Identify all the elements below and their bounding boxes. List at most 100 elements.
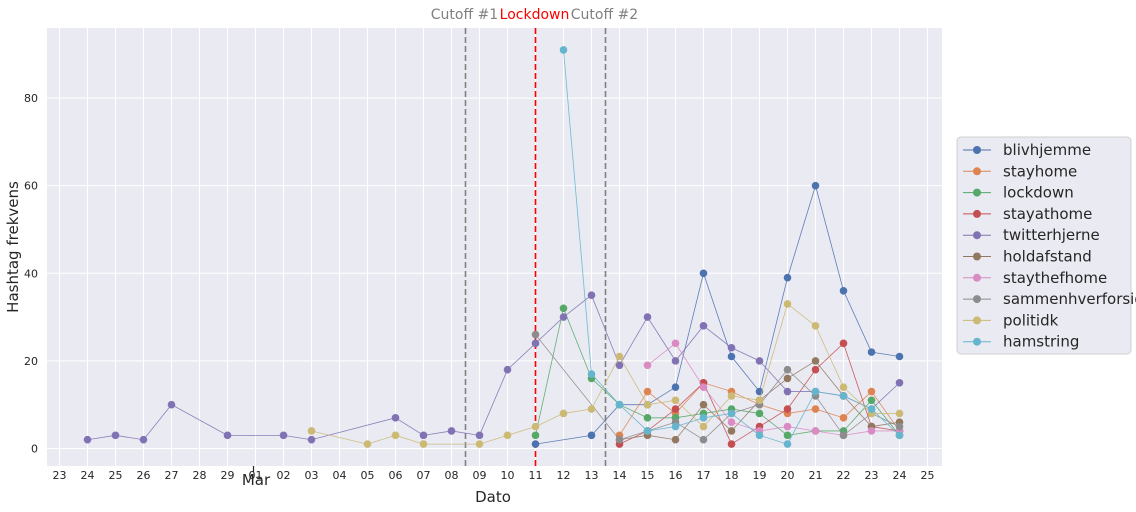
reference-lines: Cutoff #1 Lockdown Cutoff #2 <box>431 7 638 466</box>
y-axis-ticks: 0 20 40 60 80 <box>24 92 38 455</box>
series-line <box>311 303 900 445</box>
legend-label: hamstring <box>1003 333 1079 351</box>
data-point <box>811 322 820 330</box>
x-tick-label: 15 <box>641 469 655 482</box>
series-politidk <box>307 300 904 448</box>
legend-marker <box>973 295 981 304</box>
data-point <box>587 405 596 413</box>
x-tick-label: 02 <box>277 469 291 482</box>
x-tick-label: 04 <box>333 469 347 482</box>
x-axis-ticks: 23 24 25 26 27 28 29 01 02 03 04 05 06 07 08 09 10 11 12 13… <box>53 466 935 482</box>
data-point <box>699 400 708 409</box>
legend-marker <box>973 337 981 346</box>
data-point <box>699 422 708 431</box>
data-point <box>755 357 764 365</box>
x-tick-label: 23 <box>865 469 879 482</box>
data-point <box>671 422 680 431</box>
data-point <box>307 435 316 444</box>
data-point <box>643 414 652 422</box>
data-point <box>615 400 624 409</box>
data-point <box>867 427 876 435</box>
data-point <box>839 339 848 348</box>
data-point <box>699 414 708 422</box>
data-point <box>867 387 876 396</box>
x-tick-label: 24 <box>81 469 95 482</box>
data-point <box>867 405 876 413</box>
reference-line-label: Cutoff #1 <box>431 7 498 23</box>
x-tick-label: 16 <box>669 469 683 482</box>
data-point <box>419 440 428 448</box>
legend-label: stayhome <box>1003 162 1077 180</box>
data-point <box>783 387 792 396</box>
series-line <box>535 334 900 441</box>
x-tick-label: 01 <box>249 469 263 482</box>
data-point <box>475 431 484 440</box>
data-point <box>811 357 820 365</box>
data-point <box>531 330 540 339</box>
data-point <box>811 387 820 396</box>
x-tick-label: 14 <box>613 469 627 482</box>
data-point <box>699 269 708 278</box>
data-point <box>867 348 876 356</box>
data-point <box>783 300 792 308</box>
x-tick-label: 03 <box>305 469 319 482</box>
legend-marker <box>973 188 981 197</box>
legend-label: holdafstand <box>1003 248 1092 266</box>
data-point <box>895 378 904 387</box>
x-tick-label: 07 <box>417 469 431 482</box>
data-point <box>503 365 512 374</box>
grid-lines <box>47 28 942 466</box>
data-point <box>391 414 400 422</box>
x-tick-label: 17 <box>697 469 711 482</box>
data-point <box>531 422 540 431</box>
data-point <box>671 405 680 413</box>
legend-label: blivhjemme <box>1003 141 1091 159</box>
series-twitterhjerne <box>83 291 904 444</box>
data-point <box>727 418 736 427</box>
data-point <box>615 435 624 444</box>
data-point <box>895 422 904 431</box>
x-tick-label: 12 <box>557 469 571 482</box>
legend: blivhjemme stayhome lockdown stayathome twit… <box>956 136 1136 355</box>
y-tick-label: 80 <box>24 92 38 105</box>
data-point <box>447 427 456 435</box>
data-point <box>531 431 540 440</box>
data-point <box>671 357 680 365</box>
x-axis-title: Dato <box>475 488 511 506</box>
x-tick-label: 25 <box>109 469 123 482</box>
data-point <box>615 352 624 361</box>
data-point <box>755 431 764 440</box>
data-point <box>895 409 904 418</box>
data-point <box>895 352 904 361</box>
data-point <box>643 400 652 409</box>
data-point <box>503 431 512 440</box>
plot-background <box>47 28 942 466</box>
data-point <box>839 392 848 400</box>
data-point <box>587 431 596 440</box>
x-tick-label: 28 <box>193 469 207 482</box>
legend-marker <box>973 231 981 240</box>
data-point <box>839 383 848 391</box>
x-tick-label: 19 <box>753 469 767 482</box>
data-point <box>559 46 568 54</box>
legend-box <box>956 136 1132 355</box>
y-tick-label: 40 <box>24 267 38 280</box>
data-point <box>307 427 316 435</box>
data-point <box>727 409 736 418</box>
data-point <box>811 365 820 374</box>
x-tick-label: 24 <box>893 469 907 482</box>
data-point <box>279 431 288 440</box>
data-point <box>811 427 820 435</box>
data-point <box>727 440 736 448</box>
data-point <box>83 435 92 444</box>
data-point <box>783 273 792 282</box>
legend-label: politidk <box>1003 311 1059 329</box>
x-tick-label: 18 <box>725 469 739 482</box>
y-tick-label: 20 <box>24 355 38 368</box>
legend-label: stayathome <box>1003 205 1092 223</box>
x-tick-label: 06 <box>389 469 403 482</box>
x-tick-label: 05 <box>361 469 375 482</box>
reference-line-label: Cutoff #2 <box>571 7 638 23</box>
x-tick-label: 21 <box>809 469 823 482</box>
